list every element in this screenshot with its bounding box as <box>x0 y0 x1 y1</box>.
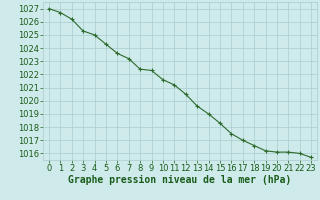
X-axis label: Graphe pression niveau de la mer (hPa): Graphe pression niveau de la mer (hPa) <box>68 175 292 185</box>
